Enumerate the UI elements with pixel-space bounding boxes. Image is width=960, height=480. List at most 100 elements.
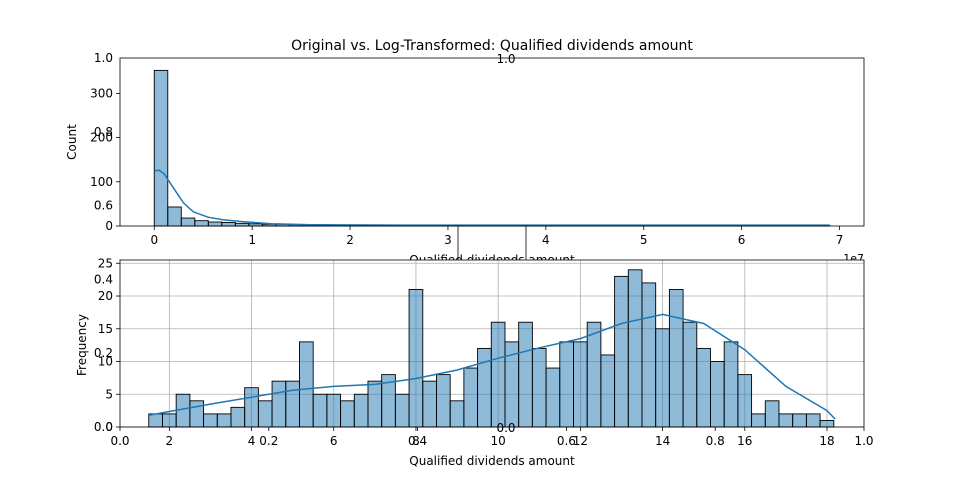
top-y-tick-label: 0 [105,219,113,233]
bottom-y-ticks: 0 5 10 15 20 25 [98,256,120,434]
overlay-y-tick-label: 0.4 [94,272,113,286]
bottom-bar [216,413,232,428]
overlay-x-tick-label: 0.6 [557,434,576,448]
top-histogram-panel: 0 1 2 3 4 5 6 7 0 100 200 300 Original vs. Log-Tra… [65,38,865,267]
bottom-x-tick-label: 16 [737,434,752,448]
bottom-bar [627,269,643,428]
bottom-bar [668,289,684,428]
chart-title: Original vs. Log-Transformed: Qualified … [291,38,693,54]
bottom-bar [764,400,780,428]
bottom-y-tick-label: 15 [98,322,113,336]
bottom-bar [285,380,300,428]
bottom-bar [257,400,273,428]
bottom-bar [600,354,616,428]
top-frame [119,57,865,227]
overlay-x-tick-label: 0.2 [259,434,278,448]
bottom-bar [792,413,807,428]
top-x-tick-label: 0 [150,233,158,247]
bottom-x-tick-label: 6 [330,434,338,448]
bottom-bar [545,367,561,428]
bottom-bar [422,380,437,428]
top-x-tick-label: 7 [836,233,844,247]
overlay-x-tick-label: 0.8 [706,434,725,448]
bottom-bar [805,413,821,428]
bottom-x-tick-label: 10 [491,434,506,448]
top-bar [167,206,182,227]
bottom-bar [559,341,574,428]
overlay-y-tick-label: 0.2 [94,346,113,360]
bottom-x-tick-label: 14 [655,434,670,448]
bottom-bar [326,393,342,428]
bottom-bar [394,393,410,428]
bottom-bar [641,282,657,428]
bottom-x-tick-label: 2 [166,434,174,448]
top-x-tick-label: 5 [640,233,648,247]
bottom-bar [436,374,451,428]
overlay-x-tick-label: 0.4 [408,434,427,448]
bottom-bar [614,275,629,428]
bottom-x-tick-label: 4 [248,434,256,448]
bottom-bar [778,413,794,428]
bottom-y-tick-label: 0 [105,420,113,434]
bottom-bar [573,341,588,428]
overlay-y-tick-label: 1.0 [94,51,113,65]
bottom-bar [463,367,479,428]
bottom-bar [408,289,424,428]
bottom-bar [696,347,711,428]
bottom-bar [531,347,547,428]
overlay-x-tick-label: 0.0 [110,434,129,448]
top-x-tick-label: 1 [248,233,256,247]
bottom-bar [312,393,328,428]
top-x-tick-label: 3 [444,233,452,247]
top-y-axis-label: Count [65,124,79,160]
bottom-bar [586,321,602,428]
bottom-y-axis-label: Frequency [75,314,89,376]
overlay-ticks: 0.0 0.2 0.4 0.6 0.8 1.0 0.0 0.2 0.4 0.6 0.8 1.0 1.0 0… [94,51,874,448]
overlay-y-tick-label: 0.6 [94,199,113,213]
bottom-bar [271,380,287,428]
bottom-x-tick-label: 18 [819,434,834,448]
bottom-bar [737,374,753,428]
bottom-x-tick-label: 8 [412,434,420,448]
bottom-bar [340,400,355,428]
bottom-bar [710,361,725,428]
bottom-kde-line [148,313,836,420]
top-bar [180,217,196,227]
top-bar [207,221,223,227]
bottom-bar [162,413,177,428]
overlay-y-tick-label: 0.0 [94,420,113,434]
bottom-bar [244,387,259,428]
bottom-bar [230,406,246,428]
top-y-ticks: 0 100 200 300 [90,86,120,233]
bottom-frame [119,259,865,428]
bottom-bar [148,413,163,428]
top-bar [221,222,236,227]
overlay-mid-label: 1.0 [496,52,515,66]
bottom-bar [490,321,506,428]
bottom-x-axis-label: Qualified dividends amount [409,454,575,468]
bottom-bar [449,400,465,428]
bottom-y-tick-label: 25 [98,256,113,270]
top-y-tick-label: 200 [90,131,113,145]
bottom-bar [655,328,670,428]
overlay-axes: 0.0 0.2 0.4 0.6 0.8 1.0 0.0 0.2 0.4 0.6 0.8 1.0 1.0 0… [94,51,874,448]
bottom-bar [203,413,218,428]
bottom-bar [367,380,383,428]
bottom-histogram-panel: 2 4 6 8 10 12 14 16 18 0 5 10 15 20 25 Frequency Qual… [75,256,865,468]
top-x-tick-label: 2 [346,233,354,247]
bottom-bar [723,341,739,428]
top-bar [194,220,209,227]
top-y-tick-label: 100 [90,175,113,189]
bottom-bar [189,400,205,428]
bottom-bar [299,341,314,428]
top-x-tick-label: 6 [738,233,746,247]
overlay-mid-label: 0.0 [496,421,515,435]
bottom-x-tick-label: 12 [573,434,588,448]
overlay-y-tick-label: 0.8 [94,125,113,139]
top-y-tick-label: 300 [90,86,113,100]
bottom-bar [682,321,698,428]
top-plot-area [120,58,864,226]
top-bar [153,69,169,227]
top-x-ticks: 0 1 2 3 4 5 6 7 [150,226,843,247]
